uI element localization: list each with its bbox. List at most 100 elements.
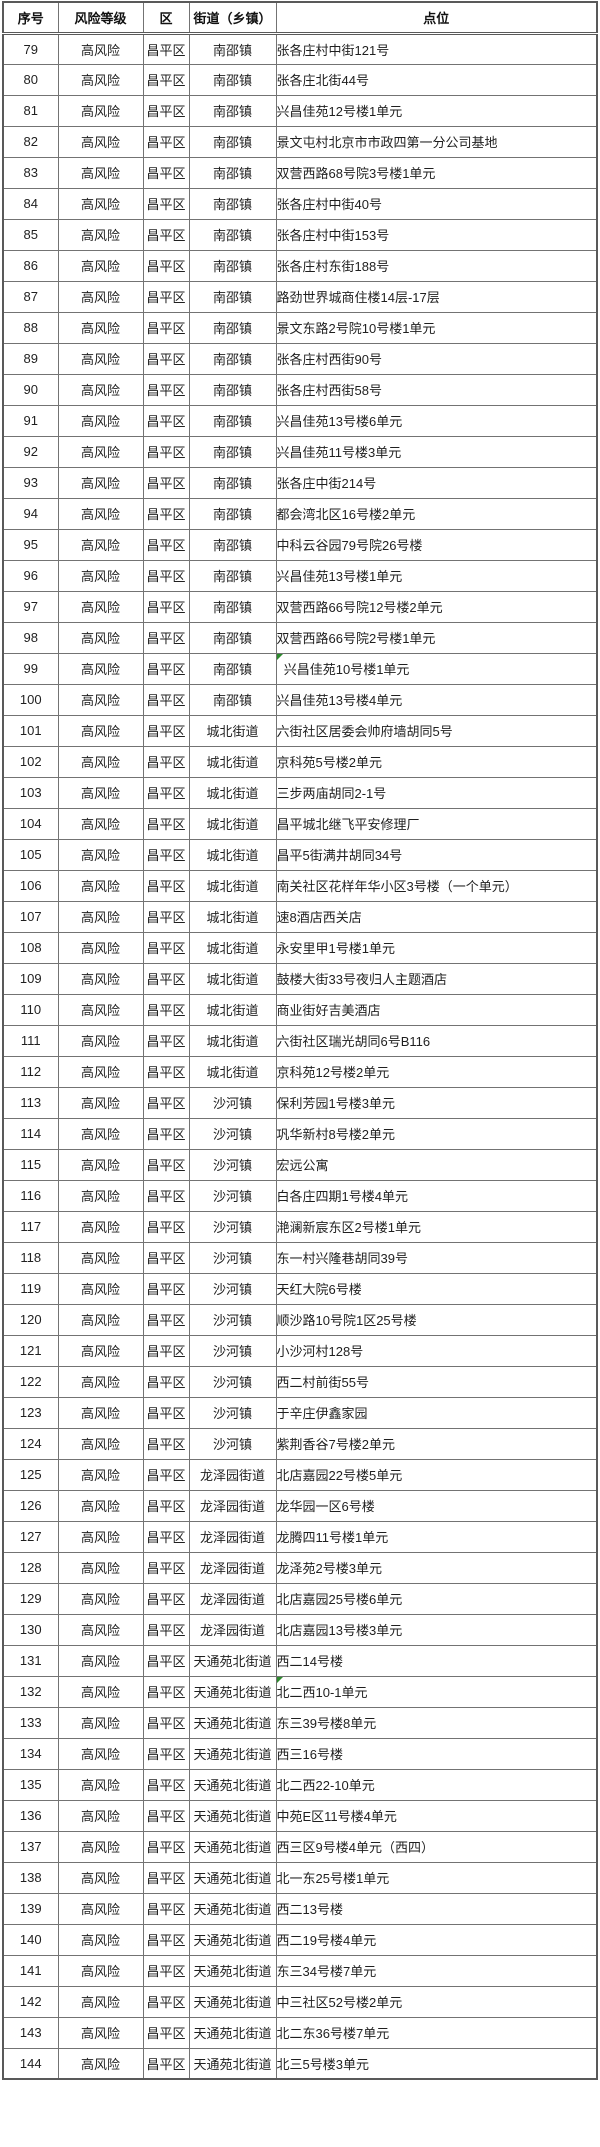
district-cell-text: 昌平区 <box>146 445 186 460</box>
street-cell: 城北街道 <box>188 776 277 809</box>
location-cell-text: 京科苑12号楼2单元 <box>276 1065 390 1080</box>
location-cell-text: 顺沙路10号院1区25号楼 <box>276 1313 417 1328</box>
row-number-cell-text: 104 <box>19 816 42 831</box>
location-cell-text: 北店嘉园13号楼3单元 <box>276 1623 403 1638</box>
street-cell: 南邵镇 <box>188 497 277 530</box>
street-cell-text: 沙河镇 <box>212 1127 252 1142</box>
risk-level-cell: 高风险 <box>57 962 144 995</box>
row-number-cell-text: 87 <box>23 289 38 304</box>
row-number-cell-text: 80 <box>23 72 38 87</box>
location-cell-text: 巩华新村8号楼2单元 <box>276 1127 395 1142</box>
street-cell-text: 南邵镇 <box>212 538 252 553</box>
row-number-cell-text: 85 <box>23 227 38 242</box>
row-number-cell: 135 <box>2 1768 59 1801</box>
street-cell-text: 南邵镇 <box>212 476 252 491</box>
street-cell: 南邵镇 <box>188 125 277 158</box>
district-cell-text: 昌平区 <box>146 1499 186 1514</box>
row-number-cell: 142 <box>2 1985 59 2018</box>
location-cell-text: 白各庄四期1号楼4单元 <box>276 1189 408 1204</box>
table-row: 118 高风险 昌平区 沙河镇 东一村兴隆巷胡同39号 <box>2 1241 598 1274</box>
location-cell-text: 鼓楼大街33号夜归人主题酒店 <box>276 972 447 987</box>
row-number-cell: 87 <box>2 280 59 313</box>
district-cell: 昌平区 <box>142 683 190 716</box>
street-cell: 龙泽园街道 <box>188 1520 277 1553</box>
street-cell-text: 南邵镇 <box>212 135 252 150</box>
location-cell: 西二14号楼 <box>275 1644 598 1677</box>
street-cell-text: 天通苑北街道 <box>193 1871 272 1886</box>
location-cell-text: 双营西路66号院12号楼2单元 <box>276 600 443 615</box>
district-cell-text: 昌平区 <box>146 507 186 522</box>
street-cell-text: 龙泽园街道 <box>199 1468 265 1483</box>
risk-level-cell: 高风险 <box>57 1923 144 1956</box>
district-cell-text: 昌平区 <box>146 1003 186 1018</box>
location-cell: 西三区9号楼4单元（西四） <box>275 1830 598 1863</box>
row-number-cell: 114 <box>2 1117 59 1150</box>
location-cell-text: 龙腾四11号楼1单元 <box>276 1530 389 1545</box>
street-cell-text: 城北街道 <box>206 1065 259 1080</box>
location-cell: 张各庄村中街40号 <box>275 187 598 220</box>
location-cell: 三步两庙胡同2-1号 <box>275 776 598 809</box>
row-number-cell: 80 <box>2 63 59 96</box>
row-number-cell: 97 <box>2 590 59 623</box>
risk-level-cell: 高风险 <box>57 218 144 251</box>
risk-level-cell: 高风险 <box>57 1458 144 1491</box>
street-cell: 沙河镇 <box>188 1272 277 1305</box>
street-cell: 龙泽园街道 <box>188 1551 277 1584</box>
risk-level-cell-text: 高风险 <box>80 1220 120 1235</box>
risk-level-cell-text: 高风险 <box>80 414 120 429</box>
location-cell-text: 张各庄中街214号 <box>276 476 377 491</box>
street-cell: 天通苑北街道 <box>188 1737 277 1770</box>
row-number-cell: 98 <box>2 621 59 654</box>
risk-level-cell-text: 高风险 <box>80 321 120 336</box>
location-cell: 昌平城北继飞平安修理厂 <box>275 807 598 840</box>
row-number-cell: 116 <box>2 1179 59 1212</box>
district-cell: 昌平区 <box>142 1582 190 1615</box>
location-cell-text: 速8酒店西关店 <box>276 910 362 925</box>
location-cell: 北二西22-10单元 <box>275 1768 598 1801</box>
street-cell: 天通苑北街道 <box>188 1830 277 1863</box>
row-number-cell-text: 83 <box>23 165 38 180</box>
table-row: 134 高风险 昌平区 天通苑北街道 西三16号楼 <box>2 1737 598 1770</box>
risk-level-cell-text: 高风险 <box>80 1096 120 1111</box>
district-cell-text: 昌平区 <box>146 1933 186 1948</box>
district-cell: 昌平区 <box>142 1675 190 1708</box>
street-cell: 天通苑北街道 <box>188 1675 277 1708</box>
risk-level-cell-text: 高风险 <box>80 755 120 770</box>
street-cell: 沙河镇 <box>188 1365 277 1398</box>
table-row: 130 高风险 昌平区 龙泽园街道 北店嘉园13号楼3单元 <box>2 1613 598 1646</box>
street-cell-text: 天通苑北街道 <box>193 1809 272 1824</box>
street-cell: 南邵镇 <box>188 435 277 468</box>
table-row: 137 高风险 昌平区 天通苑北街道 西三区9号楼4单元（西四） <box>2 1830 598 1863</box>
table-row: 135 高风险 昌平区 天通苑北街道 北二西22-10单元 <box>2 1768 598 1801</box>
street-cell-text: 沙河镇 <box>212 1189 252 1204</box>
row-number-cell: 103 <box>2 776 59 809</box>
risk-level-cell: 高风险 <box>57 1117 144 1150</box>
table-row: 106 高风险 昌平区 城北街道 南关社区花样年华小区3号楼（一个单元） <box>2 869 598 902</box>
row-number-cell-text: 98 <box>23 630 38 645</box>
district-cell: 昌平区 <box>142 404 190 437</box>
district-cell-text: 昌平区 <box>146 1809 186 1824</box>
street-cell: 南邵镇 <box>188 528 277 561</box>
risk-level-cell: 高风险 <box>57 32 144 65</box>
street-cell: 沙河镇 <box>188 1179 277 1212</box>
header-serial-number: 序号 <box>2 1 59 35</box>
risk-level-cell: 高风险 <box>57 187 144 220</box>
location-cell-text: 张各庄村中街153号 <box>276 228 390 243</box>
risk-level-cell: 高风险 <box>57 1272 144 1305</box>
row-number-cell: 120 <box>2 1303 59 1336</box>
row-number-cell-text: 135 <box>19 1777 42 1792</box>
row-number-cell-text: 109 <box>19 971 42 986</box>
row-number-cell-text: 81 <box>23 103 38 118</box>
district-cell: 昌平区 <box>142 2047 190 2080</box>
row-number-cell-text: 89 <box>23 351 38 366</box>
risk-level-cell-text: 高风险 <box>80 1251 120 1266</box>
district-cell: 昌平区 <box>142 590 190 623</box>
row-number-cell-text: 86 <box>23 258 38 273</box>
location-cell-text: 南关社区花样年华小区3号楼（一个单元） <box>276 879 518 894</box>
district-cell: 昌平区 <box>142 1148 190 1181</box>
risk-level-cell: 高风险 <box>57 1489 144 1522</box>
district-cell: 昌平区 <box>142 838 190 871</box>
district-cell: 昌平区 <box>142 280 190 313</box>
risk-level-cell: 高风险 <box>57 1210 144 1243</box>
row-number-cell: 111 <box>2 1024 59 1057</box>
